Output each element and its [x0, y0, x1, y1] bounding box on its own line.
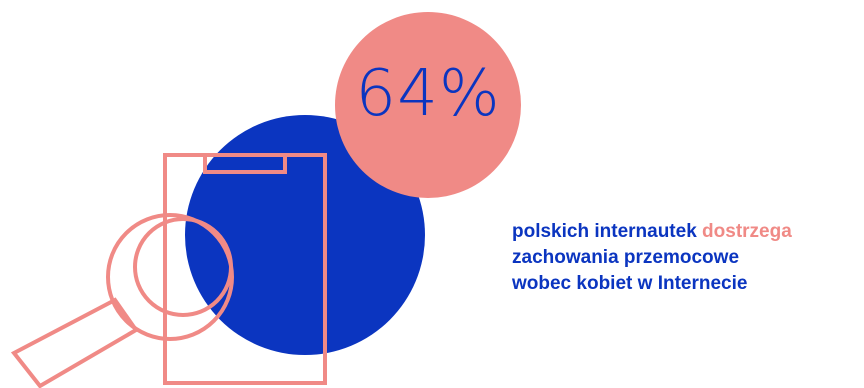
caption-line-1: polskich internautek dostrzega	[512, 219, 862, 245]
magnifier-ring	[106, 213, 234, 341]
pink-circle	[335, 12, 521, 198]
magnifier-lens	[133, 217, 233, 317]
magnifier-handle	[10, 297, 139, 388]
percentage-value: 64%	[355, 57, 501, 131]
caption-line-2: zachowania przemocowe	[512, 247, 740, 268]
blue-circle	[185, 115, 425, 355]
clipboard-magnifier-icon	[10, 153, 327, 388]
caption-line-3: wobec kobiet w Internecie	[512, 273, 748, 294]
caption-highlight: dostrzega	[702, 221, 792, 242]
stat-caption: polskich internautek dostrzega zachowani…	[512, 219, 862, 297]
caption-line-1-text: polskich internautek	[512, 221, 703, 242]
clipboard-clip	[203, 153, 287, 174]
